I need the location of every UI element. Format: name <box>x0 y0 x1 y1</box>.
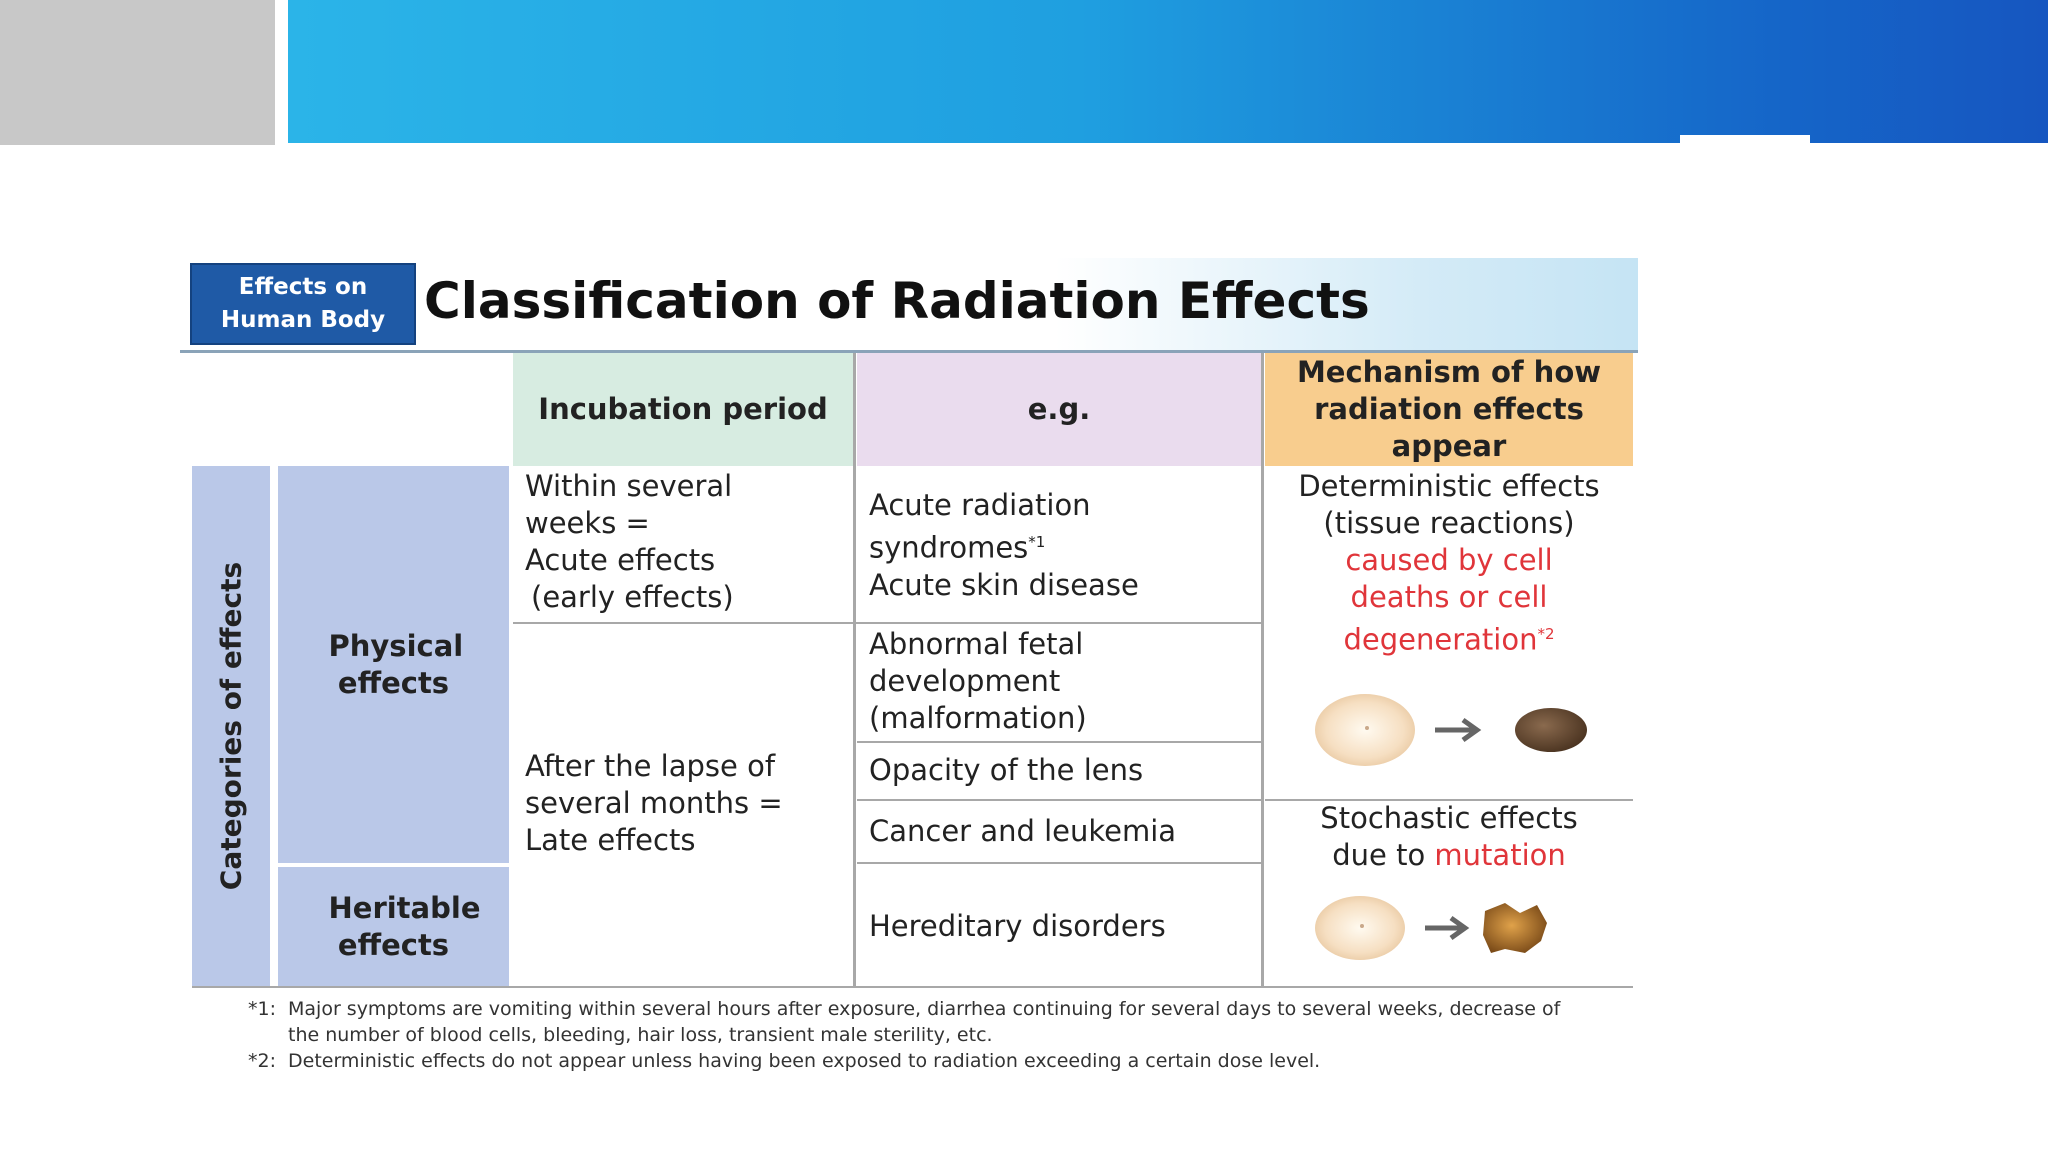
dead-cell-icon <box>1515 708 1587 752</box>
category-column: Categories of effects <box>192 466 270 986</box>
grid-line <box>513 622 1261 624</box>
incubation-acute-line: weeks = <box>525 506 650 540</box>
corner-gray-block <box>0 0 275 145</box>
header-blue-band <box>288 0 2048 143</box>
mechanism-deterministic-cell: Deterministic effects (tissue reactions)… <box>1265 468 1633 659</box>
header-title-fragment: ecto <box>1700 148 1804 202</box>
example-acute-line: Acute radiation <box>869 488 1091 522</box>
deterministic-red-line: caused by cell <box>1345 543 1553 577</box>
category-label: Categories of effects <box>214 561 248 891</box>
header-mechanism: Mechanism of how radiation effects appea… <box>1265 353 1633 466</box>
slide-image: Effects on Human Body Classification of … <box>180 258 1638 1088</box>
example-acute-line: syndromes*1 <box>869 524 1249 567</box>
incubation-late-line: After the lapse of <box>525 749 776 783</box>
example-cancer-cell: Cancer and leukemia <box>869 814 1177 848</box>
example-acute-cell: Acute radiation syndromes*1 Acute skin d… <box>857 487 1261 604</box>
slide-title: Classification of Radiation Effects <box>424 272 1370 330</box>
table-bottom-line <box>192 986 1633 988</box>
stochastic-line: due to mutation <box>1265 837 1633 874</box>
grid-line <box>857 799 1261 801</box>
footnote-mark-2: *2 <box>1537 625 1555 643</box>
footnote-1: *1: Major symptoms are vomiting within s… <box>248 996 1588 1048</box>
footnote-2-text: Deterministic effects do not appear unle… <box>288 1050 1321 1072</box>
heritable-effects-label: Heritable effects <box>328 890 481 962</box>
mechanism-stochastic-cell: Stochastic effects due to mutation <box>1265 800 1633 874</box>
footnote-2: *2: Deterministic effects do not appear … <box>248 1048 1588 1074</box>
incubation-late-line: Late effects <box>525 823 696 857</box>
arrow-right-icon <box>1435 717 1482 743</box>
heritable-effects-cell: Heritable effects <box>278 867 509 986</box>
section-badge-label: Effects on Human Body <box>220 274 386 333</box>
header-examples: e.g. <box>857 353 1261 466</box>
example-fetal-cell: Abnormal fetal development (malformation… <box>857 626 1261 737</box>
incubation-acute-cell: Within several weeks = Acute effects (ea… <box>513 468 853 616</box>
arrow-right-icon <box>1425 915 1470 941</box>
title-bar: Effects on Human Body Classification of … <box>180 258 1638 353</box>
footnote-mark-1: *1 <box>1028 533 1046 551</box>
header-band-notch <box>1680 135 1810 195</box>
stochastic-prefix: due to <box>1332 838 1435 872</box>
deterministic-line: (tissue reactions) <box>1323 506 1575 540</box>
example-hereditary-cell: Hereditary disorders <box>869 909 1166 943</box>
physical-effects-cell: Physical effects <box>278 466 509 863</box>
grid-line <box>853 353 856 986</box>
grid-line <box>857 741 1261 743</box>
cell-death-illustration <box>1315 694 1587 766</box>
incubation-acute-line: Within several <box>525 469 733 503</box>
footnote-1-text: Major symptoms are vomiting within sever… <box>288 998 1561 1046</box>
example-acute-syndromes: syndromes <box>869 530 1029 565</box>
example-acute-line: Acute skin disease <box>869 567 1139 602</box>
grid-line <box>1261 353 1264 986</box>
incubation-acute-line: Acute effects <box>525 543 716 577</box>
example-fetal-line: development <box>869 664 1061 698</box>
grid-line <box>857 862 1261 864</box>
grid-line <box>1265 799 1633 801</box>
stochastic-line: Stochastic effects <box>1320 801 1578 835</box>
footnote-2-mark: *2: <box>248 1050 276 1072</box>
header-incubation-period: Incubation period <box>513 353 853 466</box>
deterministic-red-line: deaths or cell <box>1350 580 1548 614</box>
deterministic-red-degeneration: degeneration <box>1343 622 1538 657</box>
section-badge: Effects on Human Body <box>190 263 416 345</box>
incubation-acute-line: (early effects) <box>531 580 734 614</box>
example-lens-cell: Opacity of the lens <box>869 753 1144 787</box>
incubation-late-cell: After the lapse of several months = Late… <box>513 748 853 859</box>
deterministic-line: Deterministic effects <box>1298 469 1600 503</box>
stochastic-mutation: mutation <box>1434 838 1566 872</box>
footnotes: *1: Major symptoms are vomiting within s… <box>248 996 1588 1074</box>
example-fetal-line: (malformation) <box>869 701 1087 735</box>
mutated-cell-icon <box>1483 903 1547 953</box>
example-fetal-line: Abnormal fetal <box>869 627 1084 661</box>
physical-effects-label: Physical effects <box>328 628 464 700</box>
incubation-late-line: several months = <box>525 786 783 820</box>
footnote-1-mark: *1: <box>248 998 276 1020</box>
cell-mutation-illustration <box>1315 896 1547 960</box>
healthy-cell-icon <box>1315 694 1415 766</box>
healthy-cell-icon <box>1315 896 1405 960</box>
deterministic-red-line: degeneration*2 <box>1265 616 1633 659</box>
